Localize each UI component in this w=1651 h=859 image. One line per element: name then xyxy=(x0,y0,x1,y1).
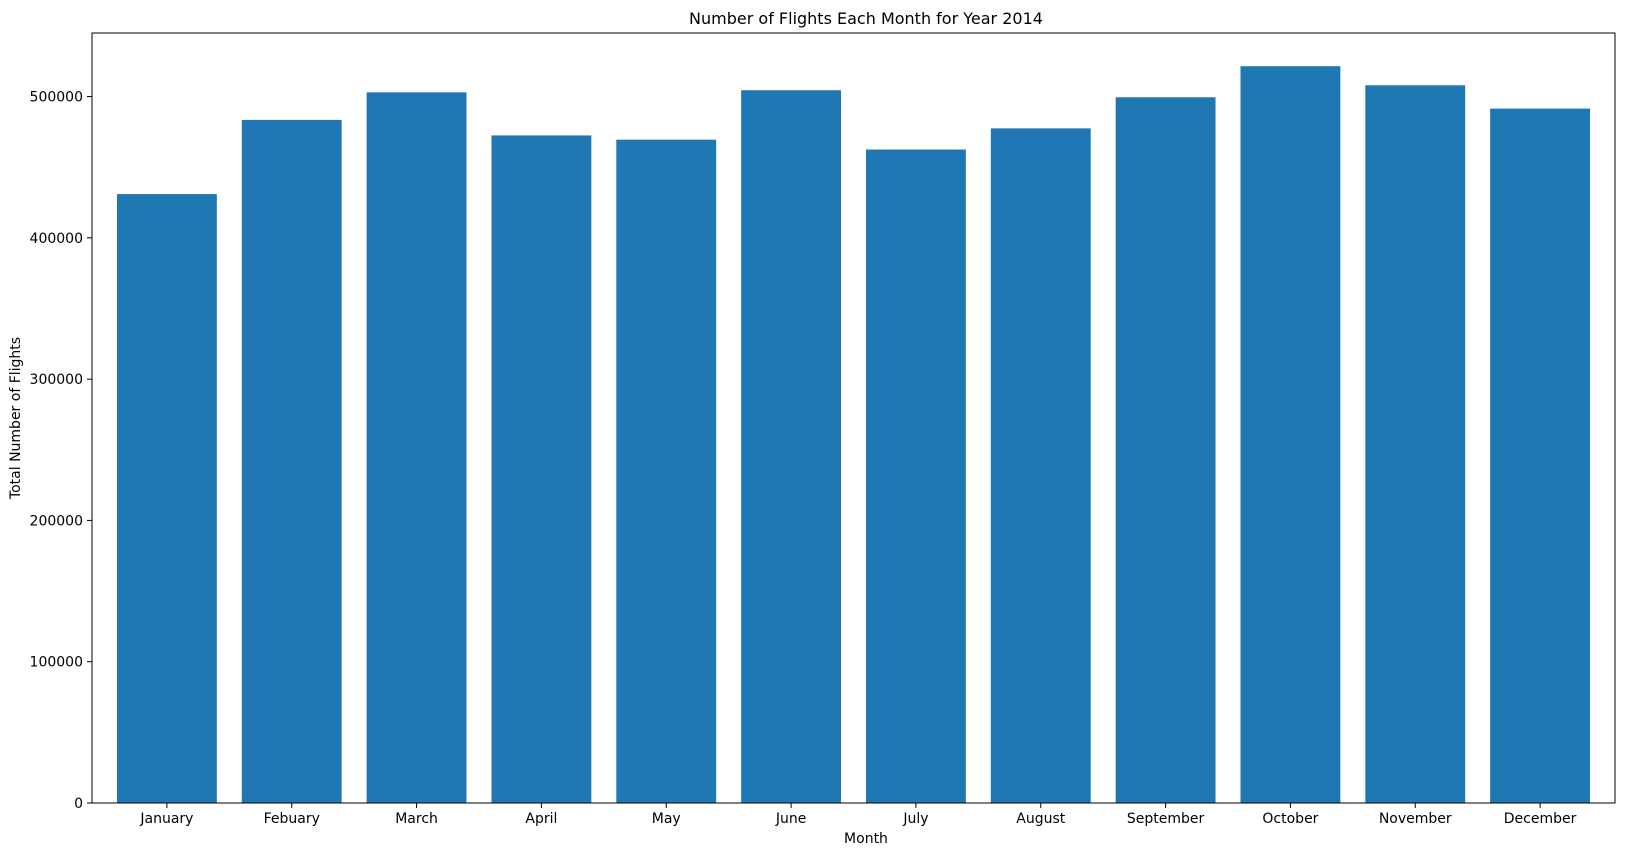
y-tick-label: 0 xyxy=(74,796,83,812)
bar-july xyxy=(865,149,966,803)
y-tick-label: 200000 xyxy=(30,513,83,529)
x-tick-label: January xyxy=(139,811,193,827)
bar-august xyxy=(990,128,1091,803)
x-tick-label: March xyxy=(395,811,438,827)
x-tick-label: November xyxy=(1379,811,1452,827)
y-tick-label: 500000 xyxy=(30,90,83,106)
bar-january xyxy=(116,194,217,803)
bar-october xyxy=(1240,66,1341,803)
bar-june xyxy=(741,90,842,804)
x-axis: January Febuary March April May June July Augus… xyxy=(139,803,1577,827)
x-axis-label: Month xyxy=(844,831,888,847)
bar-febuary xyxy=(241,119,342,803)
x-tick-label: September xyxy=(1127,811,1205,827)
x-tick-label: May xyxy=(652,811,681,827)
bar-september xyxy=(1115,97,1216,803)
plot-area-frame xyxy=(91,32,1616,804)
bar-december xyxy=(1490,108,1591,804)
chart-title: Number of Flights Each Month for Year 20… xyxy=(689,9,1043,28)
x-tick-label: December xyxy=(1504,811,1577,827)
bar-march xyxy=(366,92,467,804)
y-axis: 0 100000 200000 300000 400000 500000 xyxy=(30,90,92,812)
bar-april xyxy=(491,135,592,803)
x-tick-label: July xyxy=(902,811,928,827)
bars-layer xyxy=(116,66,1591,804)
bar-may xyxy=(616,139,717,804)
x-tick-label: April xyxy=(525,811,557,827)
y-tick-label: 400000 xyxy=(30,231,83,247)
y-tick-label: 100000 xyxy=(30,655,83,671)
x-tick-label: June xyxy=(775,811,807,827)
x-tick-label: Febuary xyxy=(264,811,320,827)
y-tick-label: 300000 xyxy=(30,372,83,388)
bar-november xyxy=(1365,85,1466,803)
x-tick-label: August xyxy=(1016,811,1066,827)
y-axis-label: Total Number of Flights xyxy=(8,337,24,500)
x-tick-label: October xyxy=(1262,811,1318,827)
